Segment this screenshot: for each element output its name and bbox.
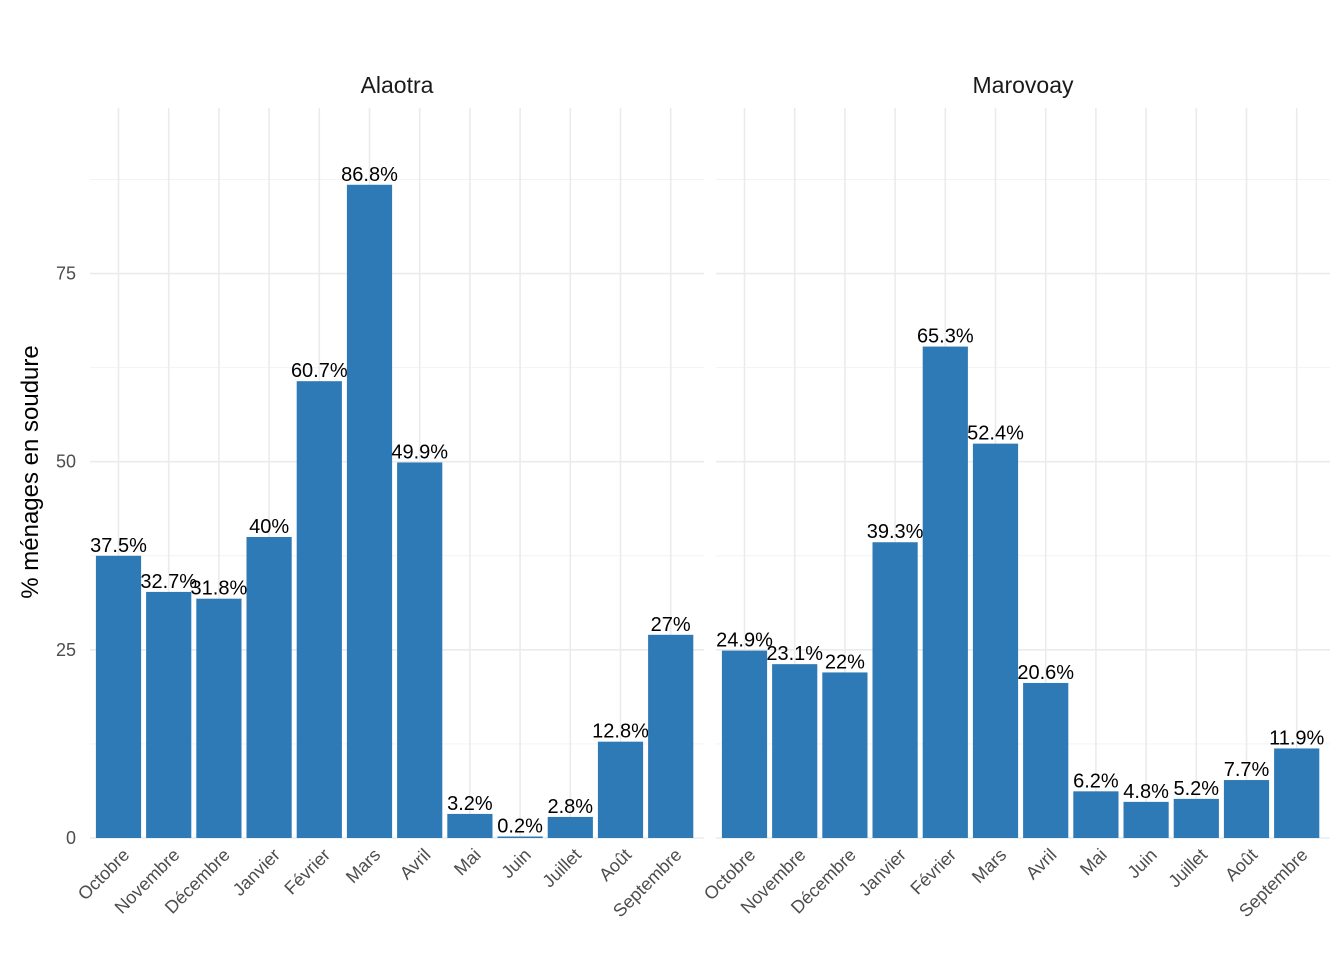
data-label: 5.2% bbox=[1174, 778, 1220, 800]
bar-août bbox=[1223, 780, 1270, 838]
y-tick-label: 25 bbox=[56, 640, 76, 660]
bar-septembre bbox=[648, 634, 694, 838]
data-label: 4.8% bbox=[1123, 781, 1169, 803]
y-tick-label: 75 bbox=[56, 264, 76, 284]
bar-novembre bbox=[146, 591, 192, 838]
bar-mars bbox=[346, 184, 393, 839]
data-label: 6.2% bbox=[1073, 770, 1119, 792]
data-label: 22% bbox=[825, 651, 865, 673]
x-tick-label: Juillet bbox=[538, 845, 585, 892]
panel-alaotra: Alaotra 37.5% 32.7%31.8% 40% 60.7% 86.8% 49.9%… bbox=[74, 72, 704, 921]
panel-title: Alaotra bbox=[361, 72, 434, 98]
y-tick-label: 0 bbox=[66, 828, 76, 848]
bar-mai bbox=[1073, 791, 1119, 838]
bar-août bbox=[597, 741, 644, 838]
data-label: 32.7% bbox=[140, 571, 197, 593]
x-tick-label: Août bbox=[1221, 845, 1261, 885]
bar-juin bbox=[497, 836, 543, 838]
panel-marovoay: Marovoay 24.9%23.1% 22% 39.3% 65.3% 52.4% 20.6… bbox=[700, 72, 1330, 921]
data-label: 60.7% bbox=[291, 360, 348, 382]
x-tick-label: Mars bbox=[968, 845, 1010, 887]
x-tick-label: Juillet bbox=[1164, 845, 1211, 892]
data-label: 2.8% bbox=[548, 796, 594, 818]
x-tick-label: Mai bbox=[1076, 845, 1111, 880]
bar-avril bbox=[397, 462, 443, 838]
data-label: 23.1% bbox=[766, 643, 823, 665]
bar-septembre bbox=[1274, 748, 1320, 838]
x-tick-label: Janvier bbox=[855, 845, 910, 900]
x-tick-label: Janvier bbox=[229, 845, 284, 900]
data-label: 37.5% bbox=[90, 535, 147, 557]
data-label: 49.9% bbox=[391, 441, 448, 463]
bar-octobre bbox=[721, 650, 768, 838]
x-tick-label: Avril bbox=[1022, 845, 1061, 884]
bar-janvier bbox=[246, 536, 292, 838]
panels: Alaotra 37.5% 32.7%31.8% 40% 60.7% 86.8% 49.9%… bbox=[74, 72, 1330, 921]
data-label: 65.3% bbox=[917, 326, 974, 348]
x-tick-label: Mars bbox=[342, 845, 384, 887]
data-label: 27% bbox=[651, 614, 691, 636]
data-label: 7.7% bbox=[1224, 759, 1270, 781]
data-label: 86.8% bbox=[341, 164, 398, 186]
bar-juillet bbox=[1173, 798, 1219, 838]
data-label: 39.3% bbox=[867, 521, 924, 543]
data-label: 12.8% bbox=[592, 721, 649, 743]
data-label: 3.2% bbox=[447, 793, 493, 815]
data-label: 24.9% bbox=[716, 630, 773, 652]
bar-janvier bbox=[872, 542, 918, 838]
bar-novembre bbox=[772, 664, 818, 838]
bar-avril bbox=[1023, 682, 1069, 838]
bar-février bbox=[922, 346, 968, 838]
data-label: 20.6% bbox=[1017, 662, 1074, 684]
bar-février bbox=[296, 381, 342, 838]
x-tick-label: Août bbox=[595, 845, 635, 885]
x-tick-label: Février bbox=[280, 845, 334, 899]
data-label: 40% bbox=[249, 516, 289, 538]
data-label: 31.8% bbox=[191, 578, 248, 600]
data-label: 52.4% bbox=[967, 423, 1024, 445]
bar-juillet bbox=[547, 816, 593, 838]
bar-juin bbox=[1123, 801, 1169, 838]
x-tick-label: Mai bbox=[450, 845, 485, 880]
bar-octobre bbox=[95, 555, 142, 838]
data-label: 11.9% bbox=[1269, 727, 1324, 749]
data-label: 0.2% bbox=[497, 815, 543, 837]
bar-mai bbox=[447, 813, 493, 838]
x-tick-label: Juin bbox=[1123, 845, 1160, 882]
y-axis-label: % ménages en soudure bbox=[17, 345, 44, 599]
bar-mars bbox=[972, 443, 1019, 838]
y-axis-ticks: 0 25 50 75 bbox=[56, 264, 76, 848]
y-tick-label: 50 bbox=[56, 452, 76, 472]
x-tick-label: Février bbox=[906, 845, 960, 899]
panel-title: Marovoay bbox=[973, 72, 1074, 98]
x-tick-label: Juin bbox=[497, 845, 534, 882]
bar-décembre bbox=[196, 598, 242, 838]
x-tick-label: Avril bbox=[396, 845, 435, 884]
bar-décembre bbox=[822, 672, 868, 838]
